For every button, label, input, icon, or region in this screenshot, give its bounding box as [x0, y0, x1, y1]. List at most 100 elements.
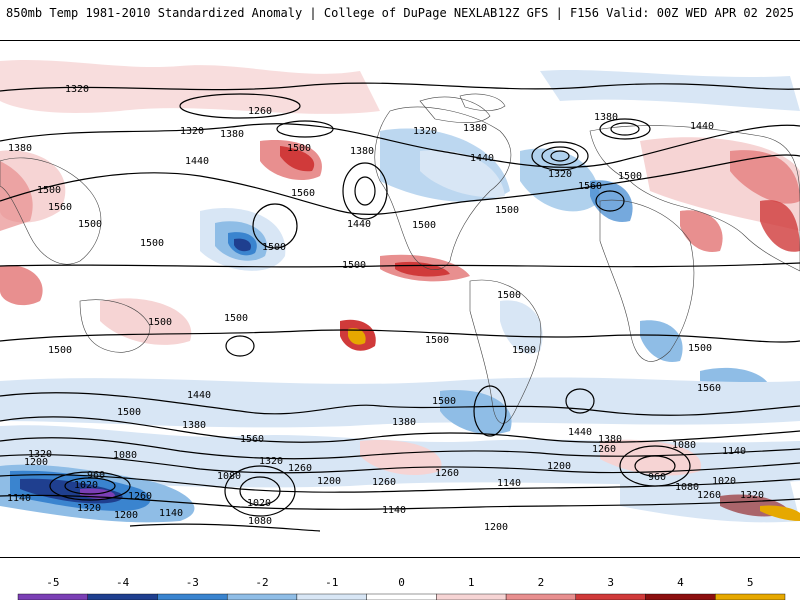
contour-label: 1140 — [497, 478, 521, 489]
contour-label: 1320 — [77, 503, 101, 514]
contour-label: 1380 — [594, 112, 618, 123]
contour-label: 1500 — [512, 345, 536, 356]
colorbar-ticks: -5 -4 -3 -2 -1 0 1 2 3 4 5 — [46, 576, 753, 589]
colorbar-segments — [17, 593, 786, 600]
contour-label: 1560 — [48, 202, 72, 213]
contour-label: 1260 — [248, 106, 272, 117]
colorbar-segment — [17, 593, 88, 600]
contour-label: 1200 — [114, 510, 138, 521]
contour-label: 1200 — [317, 476, 341, 487]
colorbar-segment — [366, 593, 437, 600]
contour-label: 1500 — [78, 219, 102, 230]
contour-label: 1320 — [65, 84, 89, 95]
contour-label: 1560 — [697, 383, 721, 394]
contour-label: 1140 — [722, 446, 746, 457]
contour-label: 1320 — [413, 126, 437, 137]
anomaly-map: 1320 1260 1380 1320 1380 1500 1440 1560 … — [0, 40, 800, 558]
map-canvas: 1320 1260 1380 1320 1380 1500 1440 1560 … — [0, 59, 800, 533]
contour-label: 1500 — [688, 343, 712, 354]
contour-label: 1500 — [432, 396, 456, 407]
contour-label: 960 — [648, 472, 666, 483]
contour-label: 1500 — [425, 335, 449, 346]
colorbar-tick-label: 3 — [607, 576, 614, 589]
contour-label: 1020 — [74, 480, 98, 491]
contour-label: 1500 — [495, 205, 519, 216]
colorbar-segment — [575, 593, 646, 600]
colorbar-tick-label: -1 — [325, 576, 338, 589]
contour-label: 1260 — [435, 468, 459, 479]
contour-label: 1200 — [547, 461, 571, 472]
contour-label: 1380 — [392, 417, 416, 428]
contour-label: 1260 — [592, 444, 616, 455]
contour-label: 1500 — [224, 313, 248, 324]
colorbar: -5 -4 -3 -2 -1 0 1 2 3 4 5 — [17, 576, 786, 600]
contour-label: 1500 — [287, 143, 311, 154]
contour-label: 1380 — [220, 129, 244, 140]
contour-label: 1500 — [48, 345, 72, 356]
colorbar-segment — [645, 593, 716, 600]
contour-label: 1500 — [262, 242, 286, 253]
colorbar-tick-label: 5 — [747, 576, 754, 589]
contour-label: 1380 — [182, 420, 206, 431]
contour-label: 1440 — [185, 156, 209, 167]
contour-label: 1440 — [187, 390, 211, 401]
colorbar-tick-label: 1 — [468, 576, 475, 589]
contour-label: 1440 — [347, 219, 371, 230]
contour-label: 1380 — [350, 146, 374, 157]
contour-label: 960 — [87, 470, 105, 481]
contour-label: 1260 — [288, 463, 312, 474]
colorbar-tick-label: -3 — [186, 576, 199, 589]
colorbar-segment — [157, 593, 228, 600]
contour-label: 1440 — [568, 427, 592, 438]
contour-label: 1260 — [697, 490, 721, 501]
colorbar-tick-label: -2 — [255, 576, 268, 589]
contour-label: 1260 — [128, 491, 152, 502]
colorbar-tick-label: 0 — [398, 576, 405, 589]
contour-label: 1500 — [342, 260, 366, 271]
contour-label: 1020 — [712, 476, 736, 487]
contour-label: 1320 — [740, 490, 764, 501]
height-contours — [0, 82, 800, 532]
contour-label: 1440 — [470, 153, 494, 164]
contour-label: 1140 — [382, 505, 406, 516]
colorbar-segment — [296, 593, 367, 600]
colorbar-tick-label: 4 — [677, 576, 684, 589]
contour-labels: 1320 1260 1380 1320 1380 1500 1440 1560 … — [7, 84, 764, 533]
contour-label: 1380 — [8, 143, 32, 154]
model-run-label: 12Z GFS | F156 Valid: 00Z WED APR 02 202… — [497, 6, 794, 20]
contour-label: 1080 — [248, 516, 272, 527]
contour-label: 1560 — [578, 181, 602, 192]
contour-label: 1560 — [240, 434, 264, 445]
colorbar-tick-label: -4 — [116, 576, 130, 589]
contour-label: 1020 — [247, 498, 271, 509]
colorbar-tick-label: 2 — [538, 576, 545, 589]
contour-label: 1380 — [598, 434, 622, 445]
contour-label: 1200 — [24, 457, 48, 468]
coastlines — [0, 93, 800, 424]
contour-label: 1500 — [117, 407, 141, 418]
contour-label: 1500 — [618, 171, 642, 182]
colorbar-segment — [436, 593, 507, 600]
contour-label: 1500 — [497, 290, 521, 301]
contour-label: 1500 — [37, 185, 61, 196]
contour-label: 1440 — [690, 121, 714, 132]
contour-label: 1080 — [675, 482, 699, 493]
contour-label: 1200 — [484, 522, 508, 533]
contour-label: 1560 — [291, 188, 315, 199]
contour-label: 1140 — [7, 493, 31, 504]
contour-label: 1500 — [148, 317, 172, 328]
colorbar-tick-label: -5 — [46, 576, 59, 589]
contour-label: 1320 — [259, 456, 283, 467]
contour-label: 1380 — [463, 123, 487, 134]
colorbar-segment — [87, 593, 158, 600]
map-title: 850mb Temp 1981-2010 Standardized Anomal… — [6, 6, 498, 20]
contour-label: 1080 — [113, 450, 137, 461]
contour-label: 1320 — [180, 126, 204, 137]
contour-label: 1140 — [159, 508, 183, 519]
colorbar-segment — [715, 593, 786, 600]
contour-label: 1320 — [28, 449, 52, 460]
contour-label: 1260 — [372, 477, 396, 488]
contour-label: 1500 — [140, 238, 164, 249]
contour-label: 1500 — [412, 220, 436, 231]
colorbar-segment — [226, 593, 298, 600]
